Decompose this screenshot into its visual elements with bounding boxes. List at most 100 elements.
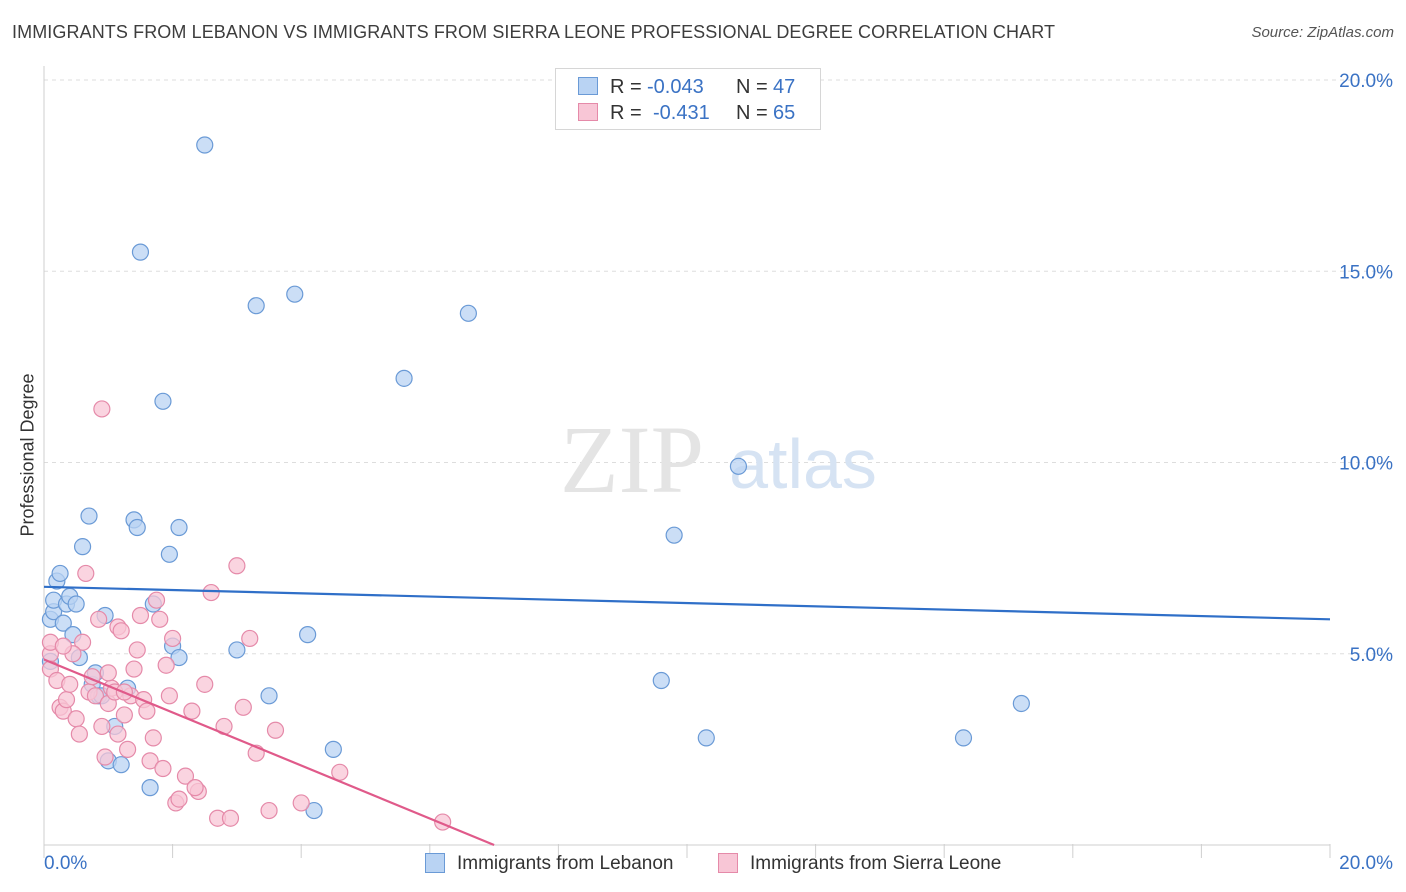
lebanon-point [305,801,323,820]
lebanon-point [459,304,477,322]
sierra-leone-point [154,759,172,778]
lebanon-point [697,729,715,747]
lebanon-point [128,518,146,537]
sierra-leone-point [128,641,146,659]
lebanon-swatch [578,77,598,95]
y-tick-label: 20.0% [1339,71,1393,92]
sierra-leone-point [61,675,79,693]
y-tick-label: 10.0% [1339,454,1393,475]
sierra-leone-legend-swatch [718,853,738,873]
lebanon-point [80,507,98,525]
lebanon-point [196,136,214,154]
sierra-leone-point [183,702,201,720]
trend-layer [43,585,1331,847]
lebanon-point [131,243,150,261]
sierra-leone-point [234,698,252,716]
lebanon-point [170,518,188,537]
sierra-leone-point [241,629,259,648]
lebanon-point [160,545,178,563]
lebanon-point [247,297,265,315]
sierra-leone-point [86,687,105,705]
n-value: 47 [773,76,796,98]
lebanon-point [67,595,85,613]
sierra-leone-point [164,629,182,648]
x-tick-label: 0.0% [44,853,87,874]
lebanon-point [1012,694,1030,713]
legend-label: Immigrants from Lebanon [457,853,674,874]
sierra-leone-point [57,691,76,709]
y-tick-label: 15.0% [1339,262,1393,283]
y-tick-label: 5.0% [1350,645,1393,666]
sierra-leone-point [125,660,143,678]
tick-label-layer: 5.0% 10.0% 15.0% 20.0% 0.0% 20.0% [44,71,1393,874]
sierra-leone-point [202,583,220,602]
lebanon-point [299,626,317,644]
lebanon-point [112,756,130,774]
sierra-leone-point [70,725,88,743]
sierra-leone-point [138,702,156,720]
r-label: R = [610,102,642,124]
r-label: R = [610,76,642,98]
lebanon-point [154,392,172,410]
lebanon-trend-line [43,585,1331,621]
n-label: N = [736,76,768,98]
sierra-leone-point [54,637,72,655]
stats-legend: R = -0.043 N = 47 R = -0.431 N = 65 [555,68,821,130]
sierra-leone-point [186,779,204,797]
sierra-leone-point [196,675,214,693]
lebanon-point [652,671,670,690]
sierra-leone-point [228,557,246,575]
points-layer [41,136,1030,831]
n-value: 65 [773,102,796,124]
sierra-leone-swatch [578,103,598,121]
r-value: -0.043 [647,76,704,98]
sierra-leone-point [112,622,130,640]
sierra-leone-point [260,801,278,820]
sierra-leone-point [292,794,310,812]
sierra-leone-point [93,717,111,736]
sierra-leone-point [266,721,285,739]
sierra-leone-point [157,656,175,674]
sierra-leone-point [176,767,195,785]
sierra-leone-point [144,729,162,747]
sierra-leone-point [73,633,92,651]
lebanon-point [260,687,278,705]
sierra-leone-point [160,687,178,705]
sierra-leone-point [118,740,137,758]
sierra-leone-point [93,400,111,418]
lebanon-point [665,526,683,544]
sierra-leone-point [77,564,95,583]
watermark-zip: ZIP [560,406,704,513]
lebanon-point [51,564,69,583]
legend-label: Immigrants from Sierra Leone [750,853,1002,874]
sierra-leone-point [147,591,166,609]
lebanon-point [286,285,304,303]
lebanon-point [141,779,159,797]
lebanon-point [324,740,342,758]
source-label: Source: ZipAtlas.com [1251,24,1394,41]
lebanon-point [395,369,413,387]
lebanon-point [73,538,92,556]
lebanon-point [54,614,72,632]
watermark-atlas: atlas [729,425,877,503]
n-label: N = [736,102,768,124]
lebanon-point [954,729,973,747]
sierra-leone-point [96,748,114,766]
sierra-leone-point [90,610,108,628]
sierra-leone-point [67,710,85,728]
chart-title: IMMIGRANTS FROM LEBANON VS IMMIGRANTS FR… [12,22,1056,42]
watermark: ZIP atlas [560,406,877,513]
sierra-leone-point [141,752,159,770]
lebanon-point [729,457,748,475]
lebanon-legend-swatch [425,853,445,873]
sierra-leone-trend-line [43,658,495,847]
r-value: -0.431 [653,102,710,124]
lebanon-point [170,648,188,667]
sierra-leone-point [170,790,188,808]
sierra-leone-point [151,610,169,628]
x-tick-label: 20.0% [1339,853,1393,874]
lebanon-point [228,641,246,659]
sierra-leone-point [99,664,117,682]
sierra-leone-point [115,706,133,724]
